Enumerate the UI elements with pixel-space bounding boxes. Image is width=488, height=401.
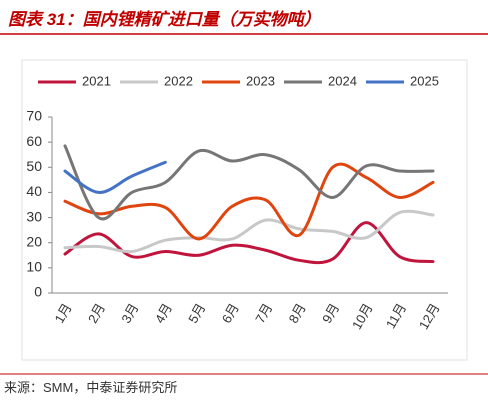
y-tick-label: 30 — [26, 208, 42, 224]
y-tick-label: 50 — [26, 158, 42, 174]
legend-label: 2025 — [410, 73, 439, 88]
legend-label: 2022 — [164, 73, 193, 88]
x-tick-label: 10月 — [349, 301, 376, 332]
x-tick-label: 5月 — [185, 301, 208, 326]
chart-frame — [21, 59, 468, 361]
y-tick-label: 60 — [26, 133, 42, 149]
series-line — [63, 162, 435, 241]
x-tick-label: 6月 — [219, 301, 242, 326]
x-tick-label: 1月 — [51, 301, 74, 326]
y-tick-label: 20 — [26, 233, 42, 249]
series-line — [63, 221, 435, 265]
source: 来源：SMM，中泰证券研究所 — [4, 380, 177, 395]
x-tick-label: 11月 — [383, 301, 409, 331]
legend-label: 2023 — [246, 73, 275, 88]
x-tick-label: 7月 — [252, 301, 275, 326]
x-tick-label: 12月 — [416, 301, 443, 332]
y-tick-label: 10 — [26, 259, 42, 275]
series-line — [63, 144, 435, 221]
series-line — [63, 209, 435, 254]
legend-label: 2021 — [82, 73, 111, 88]
y-tick-label: 40 — [26, 183, 42, 199]
y-tick-label: 70 — [26, 108, 42, 124]
x-tick-label: 8月 — [286, 301, 309, 326]
x-tick-label: 3月 — [118, 301, 141, 326]
x-tick-label: 2月 — [85, 301, 108, 326]
x-tick-label: 9月 — [319, 301, 342, 326]
legend-label: 2024 — [328, 73, 357, 88]
x-tick-label: 4月 — [152, 301, 175, 326]
chart-title: 图表 31：国内锂精矿进口量（万实物吨） — [8, 10, 321, 29]
series-line — [63, 160, 167, 194]
y-tick-label: 0 — [34, 284, 42, 300]
